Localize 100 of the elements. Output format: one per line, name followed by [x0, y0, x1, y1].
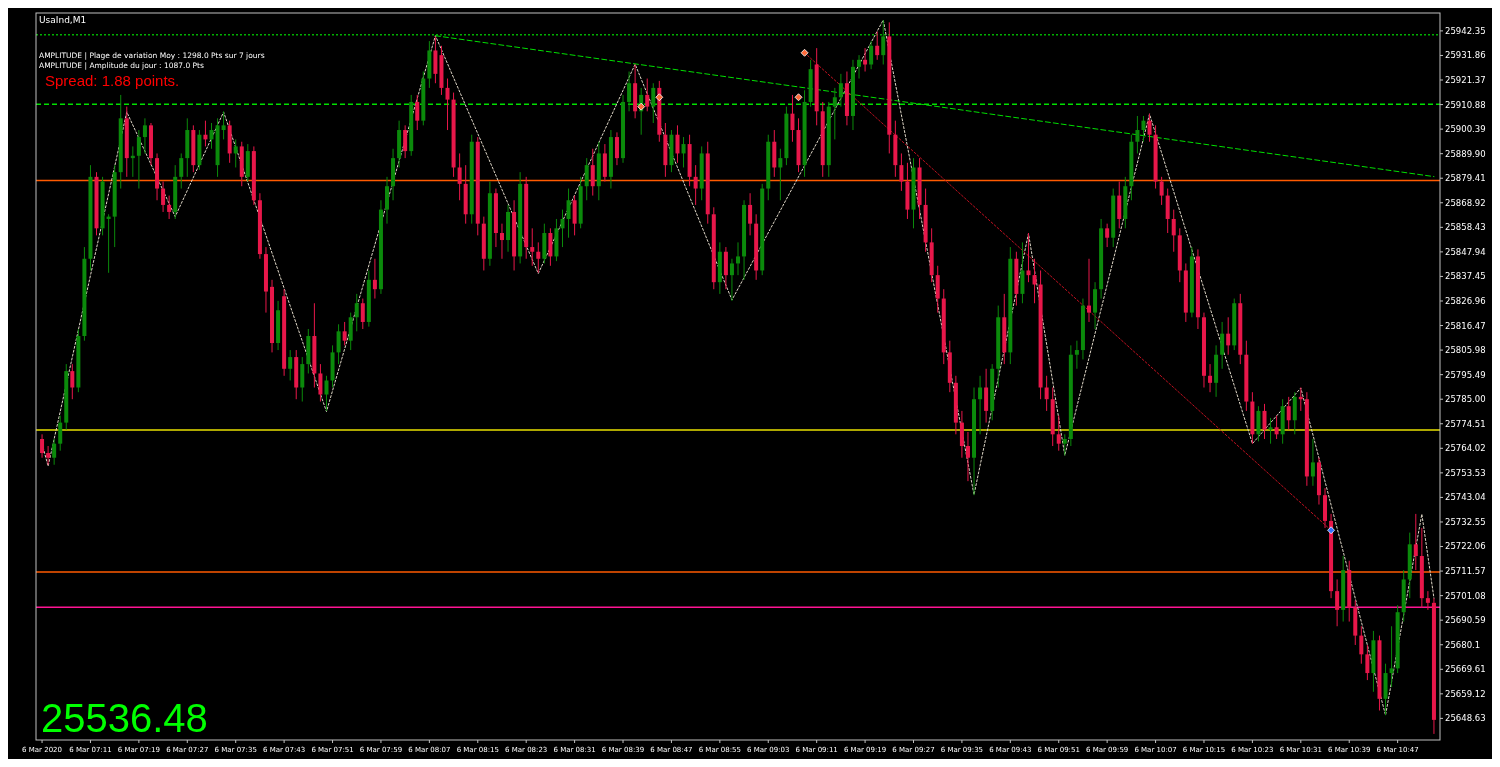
candlestick [1056, 415, 1061, 452]
y-tick-label: 25701.08 [1445, 590, 1486, 601]
candlestick [348, 312, 353, 351]
point [800, 48, 809, 57]
candlestick [1093, 281, 1098, 330]
y-tick-label: 25805.98 [1445, 345, 1486, 356]
candlestick [681, 136, 686, 168]
y-tick-label: 25732.55 [1445, 516, 1486, 527]
y-tick-label: 25910.88 [1445, 99, 1486, 110]
candlestick [445, 78, 450, 131]
y-tick-label: 25889.90 [1445, 148, 1486, 159]
candlestick [288, 349, 293, 381]
y-tick-label: 25743.04 [1445, 492, 1486, 503]
candlestick [1032, 258, 1037, 304]
candlestick [1413, 513, 1418, 571]
candlestick [1165, 188, 1170, 234]
y-tick-label: 25900.39 [1445, 124, 1486, 135]
candlestick [1262, 403, 1267, 440]
y-tick-label: 25669.61 [1445, 664, 1486, 675]
candlestick [1335, 578, 1340, 627]
y-tick-label: 25837.45 [1445, 271, 1486, 282]
candlestick [342, 321, 347, 346]
y-tick-label: 25816.47 [1445, 320, 1486, 331]
candlestick [1274, 415, 1279, 440]
annotation: 25536.48 [41, 696, 208, 740]
candlestick [590, 148, 595, 197]
candlestick [560, 209, 565, 248]
candlestick [385, 176, 389, 225]
point [794, 93, 803, 102]
y-tick-label: 25921.37 [1445, 74, 1486, 85]
candlestick [1256, 405, 1261, 442]
candlestick [978, 375, 983, 435]
candlestick [857, 54, 862, 80]
candlestick [935, 265, 940, 314]
y-tick-label: 25785.00 [1445, 394, 1486, 405]
y-tick-label: 25648.63 [1445, 713, 1486, 724]
candlestick [869, 40, 874, 70]
candlestick [415, 94, 420, 131]
candlestick [572, 195, 577, 236]
candlestick [1226, 316, 1231, 356]
candlestick [1208, 363, 1213, 393]
candlestick [1026, 232, 1031, 283]
candlestick [1159, 176, 1164, 206]
candlestick [1020, 241, 1025, 304]
candlestick [161, 181, 166, 213]
candlestick [1141, 115, 1146, 143]
candlestick [1135, 115, 1140, 154]
candlestick [324, 375, 329, 412]
candlestick [1365, 644, 1370, 681]
candlestick [318, 363, 323, 403]
candlestick [1044, 375, 1049, 412]
candlestick [627, 71, 632, 112]
chart-title: UsaInd,M1 [39, 15, 87, 25]
y-tick-label: 25879.41 [1445, 173, 1486, 184]
candlestick [645, 78, 650, 112]
candlestick [1171, 209, 1176, 253]
candlestick [336, 323, 341, 365]
candlestick [899, 152, 904, 192]
y-tick-label: 25826.96 [1445, 295, 1486, 306]
candlestick [167, 195, 172, 220]
y-tick-label: 25680.1 [1445, 639, 1481, 650]
annotation: Spread: 1.88 points. [45, 72, 180, 89]
candlestick [881, 19, 886, 65]
candlestick [675, 124, 680, 164]
candlestick [778, 148, 783, 201]
point [637, 102, 646, 111]
candlestick [403, 124, 408, 159]
candlestick [40, 433, 45, 459]
candlestick [965, 431, 970, 482]
candlestick [838, 73, 843, 108]
candlestick [499, 223, 504, 260]
candlestick [614, 131, 619, 166]
candlestick [536, 241, 541, 274]
y-tick-label: 25722.06 [1445, 541, 1486, 552]
candlestick [300, 356, 305, 403]
candlestick [651, 82, 656, 124]
candlestick [457, 152, 462, 201]
candlestick [566, 188, 571, 239]
candlestick [58, 415, 63, 452]
candlestick [748, 192, 753, 236]
candlestick [1286, 396, 1291, 431]
candlestick [221, 110, 226, 140]
candlestick [530, 227, 535, 267]
candlestick [179, 152, 184, 190]
candlestick [1105, 223, 1110, 248]
candlestick [729, 258, 734, 302]
candlestick [584, 157, 589, 201]
y-tick-label: 25764.02 [1445, 443, 1486, 454]
candlestick [984, 368, 989, 424]
candlestick [360, 298, 365, 330]
candlestick [1147, 113, 1152, 143]
y-tick-label: 25690.59 [1445, 615, 1486, 626]
candlestick [959, 410, 964, 459]
candlestick [1292, 391, 1297, 435]
candlestick [1074, 340, 1079, 370]
candlestick [1062, 433, 1067, 456]
y-tick-label: 25711.57 [1445, 566, 1486, 577]
candlestick [52, 438, 57, 466]
y-tick-label: 25774.51 [1445, 418, 1486, 429]
point [1327, 526, 1335, 535]
